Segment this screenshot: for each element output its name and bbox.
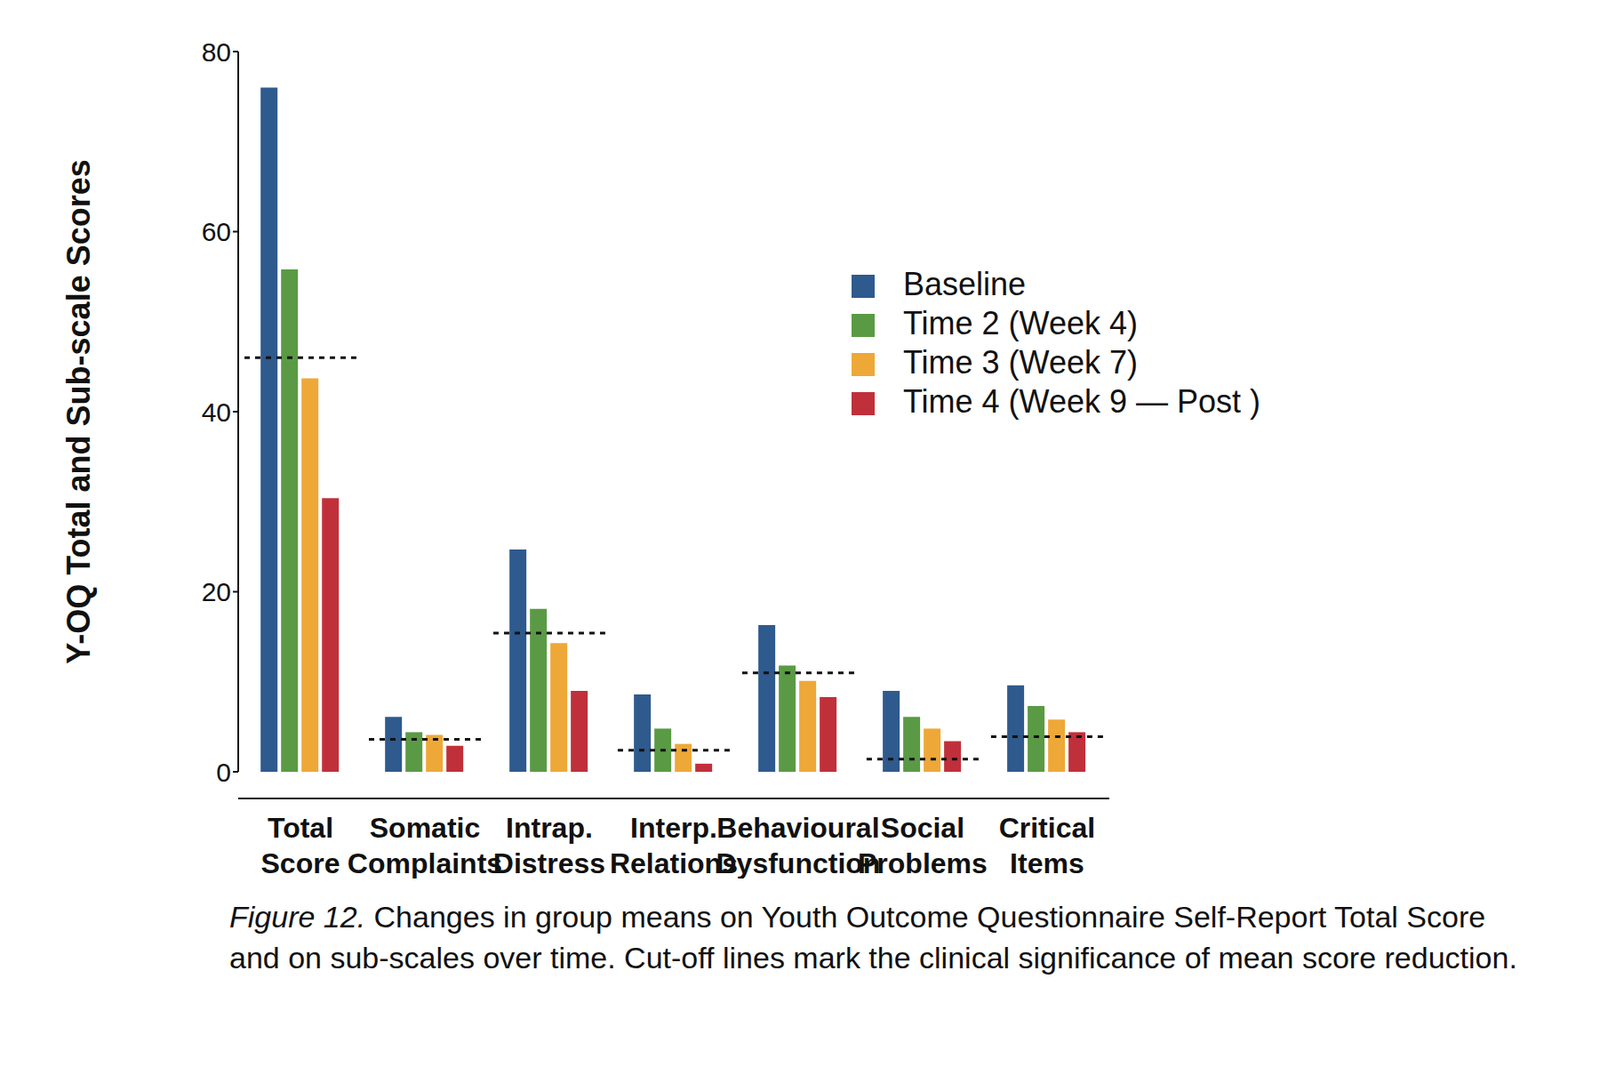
html-text:Figure 12. Changes in group me: Figure 12. Changes in group means on You…: [229, 899, 1518, 975]
svg-text:60: 60: [201, 216, 232, 247]
html-text:Time 3 (Week 7): Time 3 (Week 7): [903, 344, 1138, 381]
svg-text:SocialProblems: SocialProblems: [857, 811, 988, 879]
html-text:Time 2 (Week 4): Time 2 (Week 4): [903, 304, 1138, 342]
svg-text:Y-OQ Total and Sub-scale Score: Y-OQ Total and Sub-scale Scores: [60, 159, 97, 664]
svg-text:0: 0: [216, 757, 232, 787]
svg-text:40: 40: [201, 397, 232, 427]
svg-text:Intrap.Distress: Intrap.Distress: [493, 811, 606, 879]
html-text:Baseline: Baseline: [903, 265, 1026, 303]
svg-text:BehaviouralDysfunction: BehaviouralDysfunction: [715, 811, 880, 879]
svg-text:SomaticComplaints: SomaticComplaints: [347, 811, 503, 879]
svg-text:CriticalItems: CriticalItems: [999, 811, 1096, 879]
svg-text:80: 80: [201, 37, 232, 67]
svg-text:20: 20: [201, 576, 232, 607]
html-text:Time 4 (Week 9 — Post ): Time 4 (Week 9 — Post ): [903, 383, 1261, 420]
svg-text:TotalScore: TotalScore: [261, 811, 341, 879]
